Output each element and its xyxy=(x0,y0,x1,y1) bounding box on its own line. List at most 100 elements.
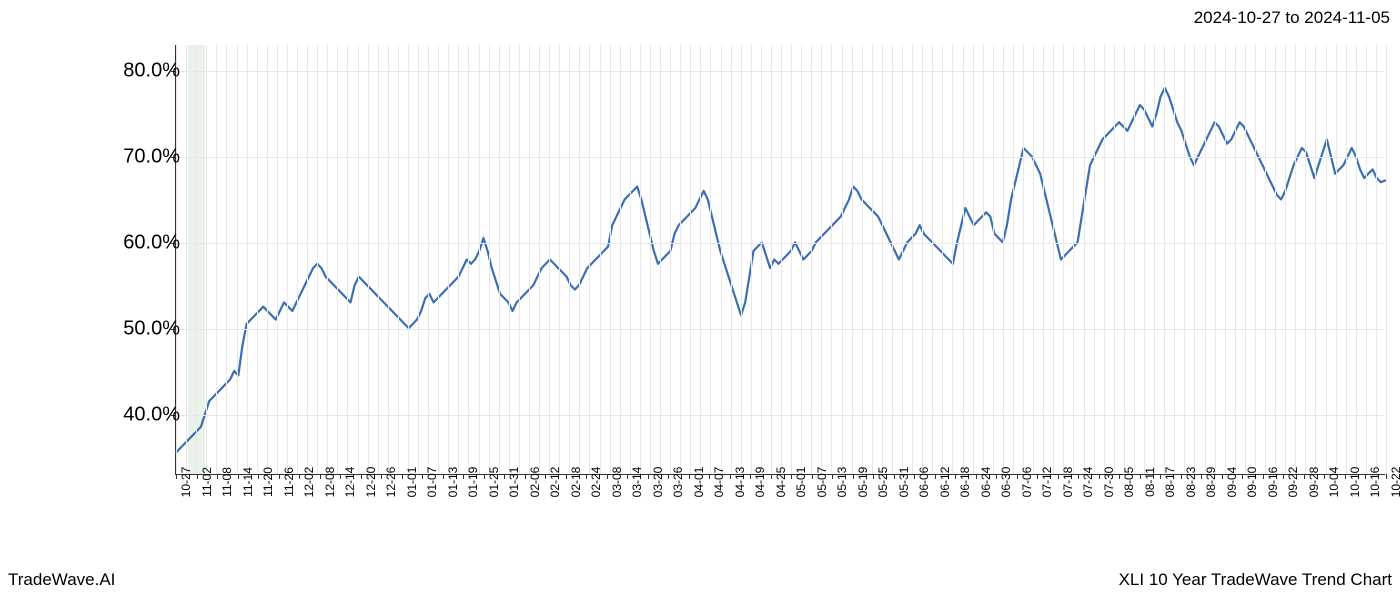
v-gridline xyxy=(1356,45,1357,474)
x-tick xyxy=(381,474,382,479)
x-axis-label: 10-22 xyxy=(1389,467,1400,498)
x-tick xyxy=(1242,474,1243,479)
v-gridline xyxy=(1194,45,1195,474)
x-axis-label: 06-30 xyxy=(999,467,1013,498)
v-gridline xyxy=(499,45,500,474)
x-axis-label: 01-01 xyxy=(405,467,419,498)
v-gridline xyxy=(942,45,943,474)
v-gridline xyxy=(1154,45,1155,474)
h-gridline xyxy=(176,71,1385,72)
x-axis-label: 07-18 xyxy=(1061,467,1075,498)
v-gridline xyxy=(378,45,379,474)
v-gridline xyxy=(226,45,227,474)
x-tick xyxy=(340,474,341,479)
x-axis-label: 03-08 xyxy=(610,467,624,498)
v-gridline xyxy=(1013,45,1014,474)
v-gridline xyxy=(1205,45,1206,474)
v-gridline xyxy=(559,45,560,474)
v-gridline xyxy=(932,45,933,474)
x-tick xyxy=(1181,474,1182,479)
v-gridline xyxy=(1114,45,1115,474)
v-gridline xyxy=(287,45,288,474)
v-gridline xyxy=(519,45,520,474)
y-axis-label: 60.0% xyxy=(123,231,180,254)
v-gridline xyxy=(1225,45,1226,474)
h-gridline xyxy=(176,243,1385,244)
x-axis-label: 05-31 xyxy=(897,467,911,498)
v-gridline xyxy=(1305,45,1306,474)
v-gridline xyxy=(862,45,863,474)
x-axis-label: 12-02 xyxy=(302,467,316,498)
v-gridline xyxy=(257,45,258,474)
x-axis-label: 09-16 xyxy=(1266,467,1280,498)
v-gridline xyxy=(852,45,853,474)
x-axis-label: 04-07 xyxy=(712,467,726,498)
x-tick xyxy=(1017,474,1018,479)
v-gridline xyxy=(872,45,873,474)
h-gridline xyxy=(176,157,1385,158)
v-gridline xyxy=(882,45,883,474)
y-axis-label: 80.0% xyxy=(123,59,180,82)
x-axis-label: 04-25 xyxy=(774,467,788,498)
v-gridline xyxy=(277,45,278,474)
v-gridline xyxy=(1285,45,1286,474)
v-gridline xyxy=(741,45,742,474)
x-axis-label: 02-24 xyxy=(589,467,603,498)
x-tick xyxy=(1283,474,1284,479)
v-gridline xyxy=(1063,45,1064,474)
x-axis-label: 07-24 xyxy=(1081,467,1095,498)
v-gridline xyxy=(1084,45,1085,474)
x-axis-label: 09-10 xyxy=(1245,467,1259,498)
x-tick xyxy=(894,474,895,479)
v-gridline xyxy=(791,45,792,474)
x-axis-label: 09-22 xyxy=(1286,467,1300,498)
v-gridline xyxy=(630,45,631,474)
x-tick xyxy=(1078,474,1079,479)
v-gridline xyxy=(1265,45,1266,474)
x-tick xyxy=(1345,474,1346,479)
v-gridline xyxy=(1235,45,1236,474)
v-gridline xyxy=(1336,45,1337,474)
v-gridline xyxy=(307,45,308,474)
v-gridline xyxy=(771,45,772,474)
x-tick xyxy=(566,474,567,479)
v-gridline xyxy=(206,45,207,474)
v-gridline xyxy=(710,45,711,474)
x-axis-label: 05-13 xyxy=(835,467,849,498)
x-axis-label: 06-24 xyxy=(979,467,993,498)
x-tick xyxy=(812,474,813,479)
x-tick xyxy=(176,474,177,479)
v-gridline xyxy=(539,45,540,474)
x-tick xyxy=(832,474,833,479)
v-gridline xyxy=(690,45,691,474)
x-axis-label: 06-18 xyxy=(958,467,972,498)
v-gridline xyxy=(1386,45,1387,474)
x-axis-label: 03-20 xyxy=(651,467,665,498)
x-tick xyxy=(299,474,300,479)
x-tick xyxy=(914,474,915,479)
x-axis-label: 10-16 xyxy=(1368,467,1382,498)
v-gridline xyxy=(892,45,893,474)
v-gridline xyxy=(1134,45,1135,474)
x-tick xyxy=(238,474,239,479)
v-gridline xyxy=(468,45,469,474)
x-tick xyxy=(361,474,362,479)
v-gridline xyxy=(811,45,812,474)
v-gridline xyxy=(1124,45,1125,474)
x-tick xyxy=(402,474,403,479)
v-gridline xyxy=(489,45,490,474)
v-gridline xyxy=(216,45,217,474)
y-axis-label: 70.0% xyxy=(123,145,180,168)
x-axis-label: 08-29 xyxy=(1204,467,1218,498)
x-axis-label: 05-01 xyxy=(794,467,808,498)
v-gridline xyxy=(358,45,359,474)
v-gridline xyxy=(327,45,328,474)
x-axis-label: 04-01 xyxy=(692,467,706,498)
x-axis-label: 02-18 xyxy=(569,467,583,498)
v-gridline xyxy=(267,45,268,474)
x-tick xyxy=(935,474,936,479)
x-axis-label: 03-14 xyxy=(630,467,644,498)
x-axis-label: 09-28 xyxy=(1307,467,1321,498)
x-tick xyxy=(771,474,772,479)
x-tick xyxy=(976,474,977,479)
